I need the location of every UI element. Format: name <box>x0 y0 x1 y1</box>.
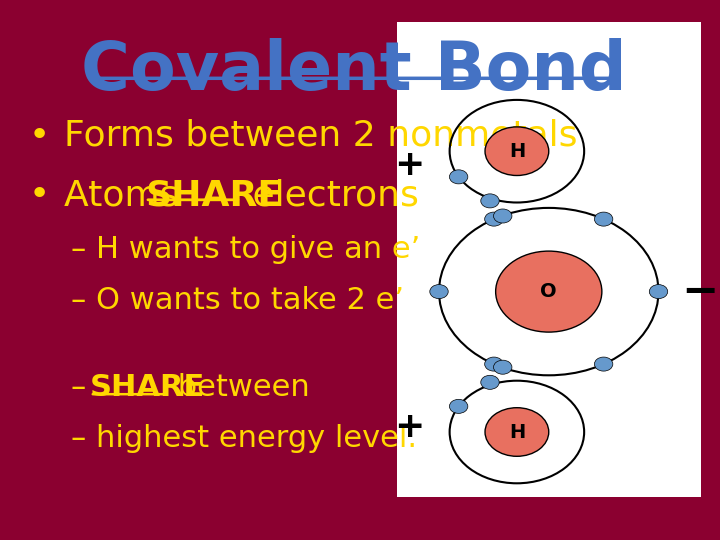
Text: electrons: electrons <box>240 178 418 212</box>
Text: +: + <box>394 410 425 443</box>
Circle shape <box>595 212 613 226</box>
Text: SHARE: SHARE <box>145 178 282 212</box>
Circle shape <box>493 360 512 374</box>
Circle shape <box>495 251 602 332</box>
Text: Covalent Bond: Covalent Bond <box>81 38 627 104</box>
Text: Atoms: Atoms <box>64 178 190 212</box>
Circle shape <box>485 357 503 371</box>
Text: SHARE: SHARE <box>90 373 205 402</box>
Text: – H wants to give an e’: – H wants to give an e’ <box>71 235 420 264</box>
Text: H: H <box>509 141 525 161</box>
Text: Forms between 2 nonmetals: Forms between 2 nonmetals <box>64 119 577 153</box>
Circle shape <box>649 285 667 299</box>
Circle shape <box>595 357 613 371</box>
Text: – highest energy level.: – highest energy level. <box>71 424 417 453</box>
Circle shape <box>485 408 549 456</box>
Text: −: − <box>681 270 718 313</box>
Text: •: • <box>28 119 50 153</box>
Bar <box>397 22 701 497</box>
Circle shape <box>449 170 468 184</box>
Circle shape <box>485 212 503 226</box>
Circle shape <box>481 375 499 389</box>
Text: O: O <box>541 282 557 301</box>
Circle shape <box>430 285 449 299</box>
Text: •: • <box>28 178 50 212</box>
Text: – O wants to take 2 e’: – O wants to take 2 e’ <box>71 286 404 315</box>
Text: H: H <box>509 422 525 442</box>
Text: +: + <box>394 148 425 181</box>
Circle shape <box>449 399 468 414</box>
Text: between: between <box>168 373 310 402</box>
Circle shape <box>493 209 512 223</box>
Circle shape <box>485 127 549 176</box>
Text: –: – <box>71 373 96 402</box>
Circle shape <box>481 194 499 208</box>
